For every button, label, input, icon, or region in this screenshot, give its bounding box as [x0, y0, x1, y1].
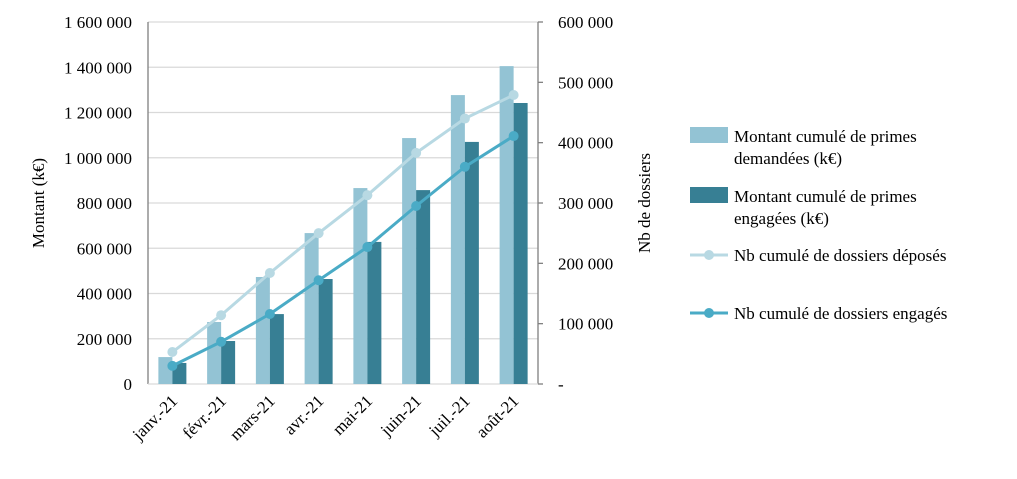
line-point	[264, 309, 275, 320]
line-point	[459, 113, 470, 124]
x-tick-label: août-21	[472, 391, 522, 441]
left-tick-label: 1 400 000	[64, 58, 132, 77]
legend-label: Nb cumulé de dossiers déposés	[734, 246, 946, 265]
line-point	[459, 161, 470, 172]
line-point	[508, 90, 519, 101]
bar-demandees	[450, 95, 465, 385]
line-point	[264, 267, 275, 278]
line-point	[411, 201, 422, 212]
line-point	[313, 228, 324, 239]
right-tick-label: 500 000	[558, 73, 613, 92]
right-tick-label: 300 000	[558, 194, 613, 213]
legend-label: engagées (k€)	[734, 209, 829, 228]
bar-demandees	[499, 66, 514, 385]
left-axis-title: Montant (k€)	[29, 158, 48, 248]
legend-label: Montant cumulé de primes	[734, 127, 917, 146]
right-tick-label: 200 000	[558, 254, 613, 273]
bar-engagees	[318, 279, 333, 384]
left-tick-label: 0	[124, 375, 133, 394]
legend-swatch	[690, 187, 728, 203]
bar-engagees	[464, 141, 479, 384]
left-tick-label: 400 000	[77, 285, 132, 304]
line-point	[411, 147, 422, 158]
x-tick-label: avr.-21	[280, 391, 327, 438]
right-tick-label: 400 000	[558, 134, 613, 153]
legend-swatch	[690, 127, 728, 143]
line-point	[362, 242, 373, 253]
x-tick-label: mars-21	[226, 391, 279, 444]
legend-label: demandées (k€)	[734, 149, 842, 168]
line-point	[313, 275, 324, 286]
bar-demandees	[402, 138, 417, 384]
bar-engagees	[416, 190, 431, 384]
left-tick-label: 1 600 000	[64, 13, 132, 32]
x-tick-label: juil.-21	[424, 391, 473, 440]
line-point	[167, 347, 178, 358]
x-tick-label: juin-21	[376, 391, 425, 440]
bar-engagees	[513, 102, 528, 384]
bar-demandees	[304, 233, 319, 384]
right-axis-title: Nb de dossiers	[635, 153, 654, 253]
line-series-3	[171, 134, 515, 368]
line-point	[216, 310, 227, 321]
right-tick-label: -	[558, 375, 564, 394]
left-tick-label: 800 000	[77, 194, 132, 213]
right-tick-label: 100 000	[558, 315, 613, 334]
x-tick-label: mai-21	[329, 391, 376, 438]
line-point	[362, 190, 373, 201]
legend-marker	[704, 308, 714, 318]
line-series-2	[171, 93, 515, 354]
left-tick-label: 600 000	[77, 239, 132, 258]
bar-demandees	[158, 357, 173, 384]
line-point	[167, 360, 178, 371]
bar-engagees	[221, 341, 236, 384]
left-tick-label: 200 000	[77, 330, 132, 349]
right-tick-label: 600 000	[558, 13, 613, 32]
bar-demandees	[207, 322, 222, 384]
bar-engagees	[367, 241, 382, 384]
bar-demandees	[255, 276, 270, 384]
x-tick-label: janv.-21	[128, 391, 181, 444]
left-tick-label: 1 000 000	[64, 149, 132, 168]
x-tick-label: févr.-21	[179, 391, 230, 442]
line-point	[216, 336, 227, 347]
bar-engagees	[269, 314, 284, 384]
left-tick-label: 1 200 000	[64, 104, 132, 123]
line-point	[508, 131, 519, 142]
bar-demandees	[353, 188, 368, 384]
legend-marker	[704, 250, 714, 260]
legend-label: Montant cumulé de primes	[734, 187, 917, 206]
legend-label: Nb cumulé de dossiers engagés	[734, 304, 947, 323]
